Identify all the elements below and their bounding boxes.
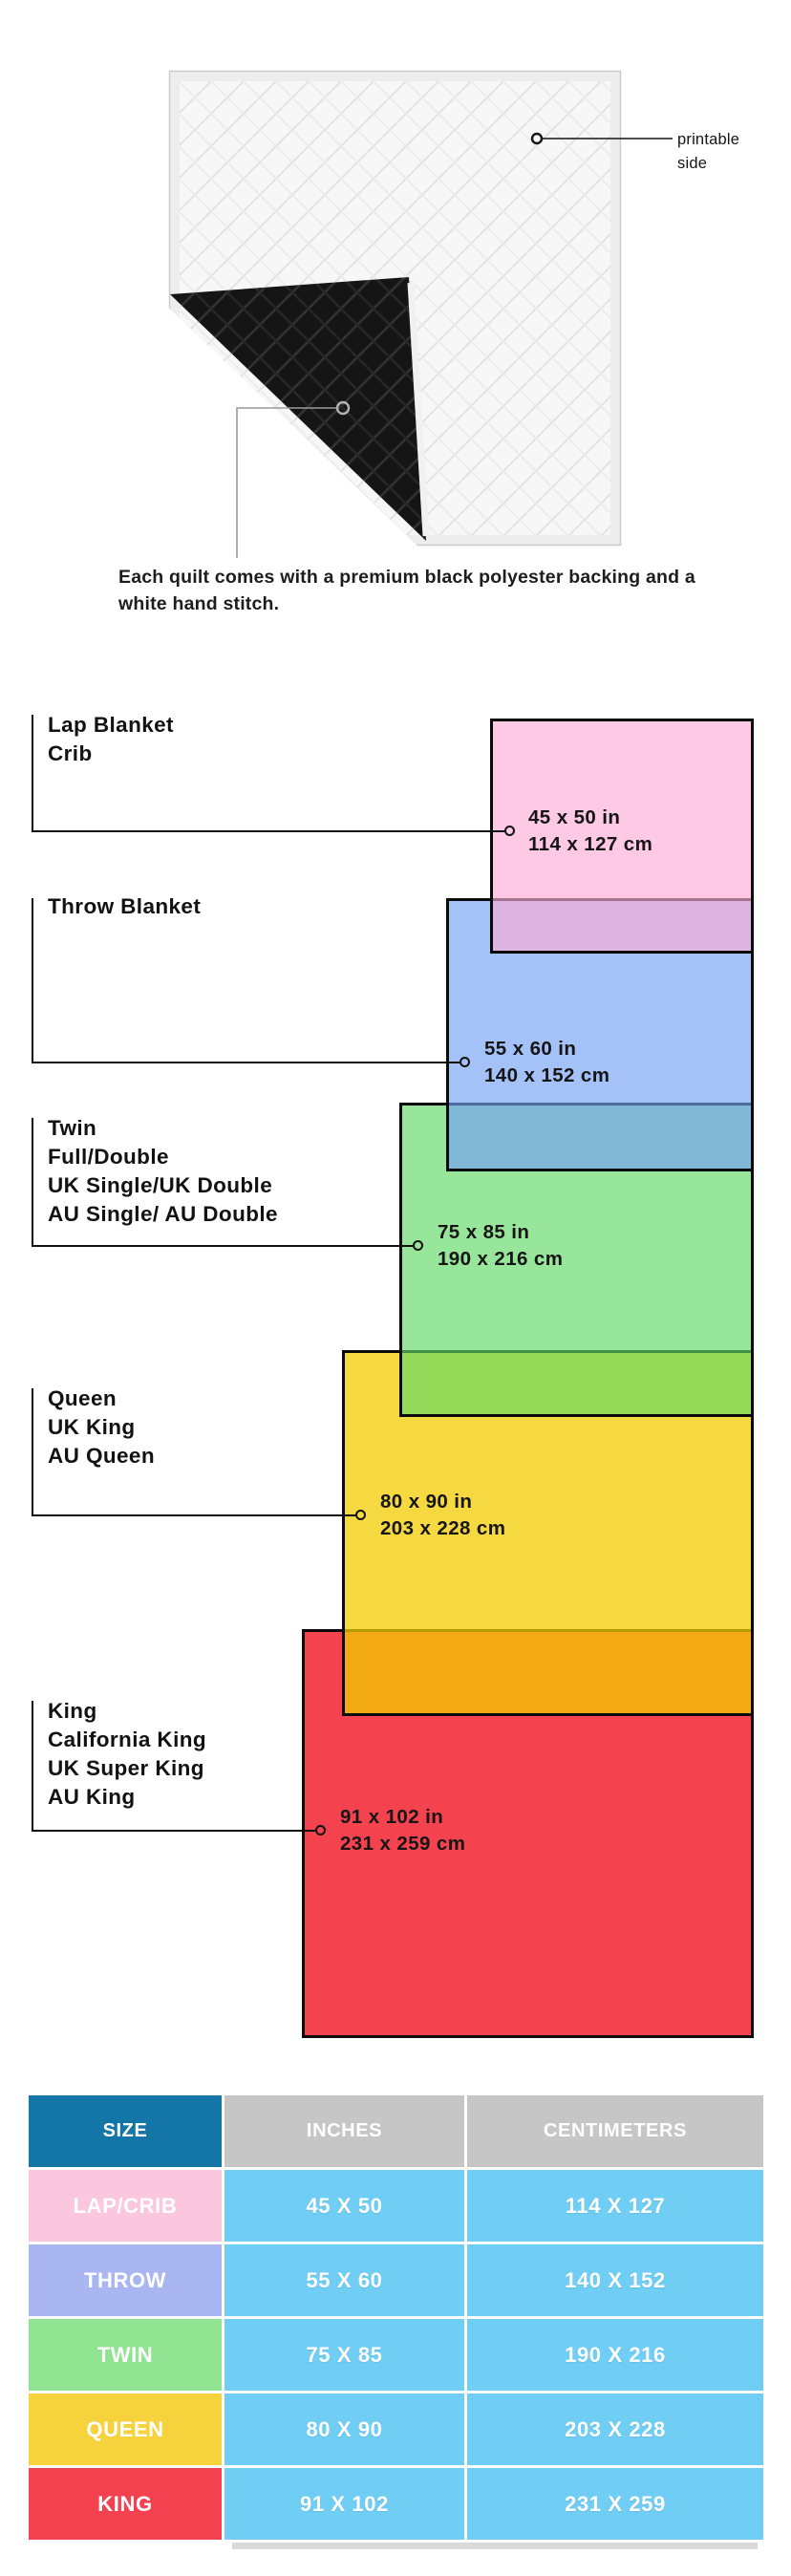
leader-line [32, 898, 33, 1063]
dimension-cm: 114 x 127 cm [528, 832, 653, 855]
label-line: AU King [48, 1785, 136, 1809]
label-line: Crib [48, 741, 93, 765]
group-label-queen: Queen UK King AU Queen [48, 1385, 155, 1470]
group-label-king: King California King UK Super King AU Ki… [48, 1697, 206, 1812]
table-row-label: QUEEN [29, 2394, 222, 2465]
marker-dot-icon [355, 1510, 366, 1520]
dimension-cm: 140 x 152 cm [484, 1063, 610, 1086]
dimension-inches: 45 x 50 in [528, 806, 621, 828]
label-line: California King [48, 1728, 207, 1751]
size-rect-lap-crib [490, 719, 754, 954]
dimension-lap-crib: 45 x 50 in 114 x 127 cm [528, 805, 652, 857]
group-label-throw: Throw Blanket [48, 892, 201, 921]
table-header-inches: INCHES [224, 2095, 464, 2167]
dimension-cm: 203 x 228 cm [380, 1516, 506, 1539]
leader-line [32, 830, 504, 832]
table-cell-inches: 55 X 60 [224, 2244, 464, 2316]
quilt-back-flap [170, 277, 426, 541]
table-shadow [232, 2543, 758, 2549]
dimension-twin: 75 x 85 in 190 x 216 cm [438, 1219, 563, 1272]
table-cell-cm: 114 X 127 [467, 2170, 763, 2242]
leader-line [32, 1830, 315, 1832]
label-line: UK Super King [48, 1756, 204, 1780]
table-row-label: THROW [29, 2244, 222, 2316]
dimension-inches: 80 x 90 in [380, 1491, 473, 1513]
fold-cutout [159, 298, 424, 552]
table-header-centimeters: CENTIMETERS [467, 2095, 763, 2167]
label-line: UK King [48, 1415, 136, 1439]
label-line: AU Queen [48, 1444, 155, 1468]
group-label-lap-crib: Lap Blanket Crib [48, 711, 174, 768]
group-label-twin: Twin Full/Double UK Single/UK Double AU … [48, 1114, 278, 1229]
table-row-label: KING [29, 2468, 222, 2540]
label-line: Throw Blanket [48, 894, 202, 918]
printable-marker-dot-icon [530, 132, 544, 145]
leader-line [32, 715, 33, 832]
table-cell-inches: 80 X 90 [224, 2394, 464, 2465]
table-row-label: TWIN [29, 2319, 222, 2391]
leader-line [32, 1701, 33, 1832]
marker-dot-icon [413, 1240, 423, 1251]
size-table: SIZE INCHES CENTIMETERS LAP/CRIB 45 X 50… [29, 2095, 763, 2540]
leader-line [32, 1514, 355, 1516]
label-line: King [48, 1699, 97, 1723]
quilt-illustration [159, 70, 673, 558]
leader-line [32, 1245, 413, 1247]
table-cell-inches: 75 X 85 [224, 2319, 464, 2391]
marker-dot-icon [460, 1057, 470, 1067]
marker-dot-icon [315, 1825, 326, 1835]
dimension-king: 91 x 102 in 231 x 259 cm [340, 1804, 465, 1857]
table-cell-cm: 140 X 152 [467, 2244, 763, 2316]
leader-line [32, 1388, 33, 1516]
label-line: Full/Double [48, 1145, 169, 1169]
table-cell-cm: 203 X 228 [467, 2394, 763, 2465]
leader-line [32, 1062, 460, 1063]
dimension-cm: 190 x 216 cm [438, 1247, 564, 1270]
dimension-throw: 55 x 60 in 140 x 152 cm [484, 1036, 609, 1088]
dimension-queen: 80 x 90 in 203 x 228 cm [380, 1489, 505, 1541]
leader-line [32, 1118, 33, 1247]
label-line: Queen [48, 1386, 118, 1410]
quilt-caption: Each quilt comes with a premium black po… [118, 567, 695, 614]
label-line: AU Single/ AU Double [48, 1202, 278, 1226]
dimension-inches: 91 x 102 in [340, 1806, 444, 1828]
table-cell-cm: 231 X 259 [467, 2468, 763, 2540]
table-header-size: SIZE [29, 2095, 222, 2167]
table-cell-inches: 91 X 102 [224, 2468, 464, 2540]
label-line: UK Single/UK Double [48, 1173, 273, 1197]
label-line: Lap Blanket [48, 713, 174, 737]
marker-dot-icon [504, 826, 515, 836]
table-row-label: LAP/CRIB [29, 2170, 222, 2242]
printable-side-label: printable side [677, 131, 740, 172]
backing-marker-dot-icon [335, 400, 351, 416]
table-cell-cm: 190 X 216 [467, 2319, 763, 2391]
dimension-inches: 55 x 60 in [484, 1038, 577, 1060]
label-line: Twin [48, 1116, 97, 1140]
backing-leader-line [236, 407, 336, 558]
table-cell-inches: 45 X 50 [224, 2170, 464, 2242]
dimension-inches: 75 x 85 in [438, 1221, 530, 1243]
dimension-cm: 231 x 259 cm [340, 1832, 466, 1855]
flap-binding [407, 282, 430, 537]
